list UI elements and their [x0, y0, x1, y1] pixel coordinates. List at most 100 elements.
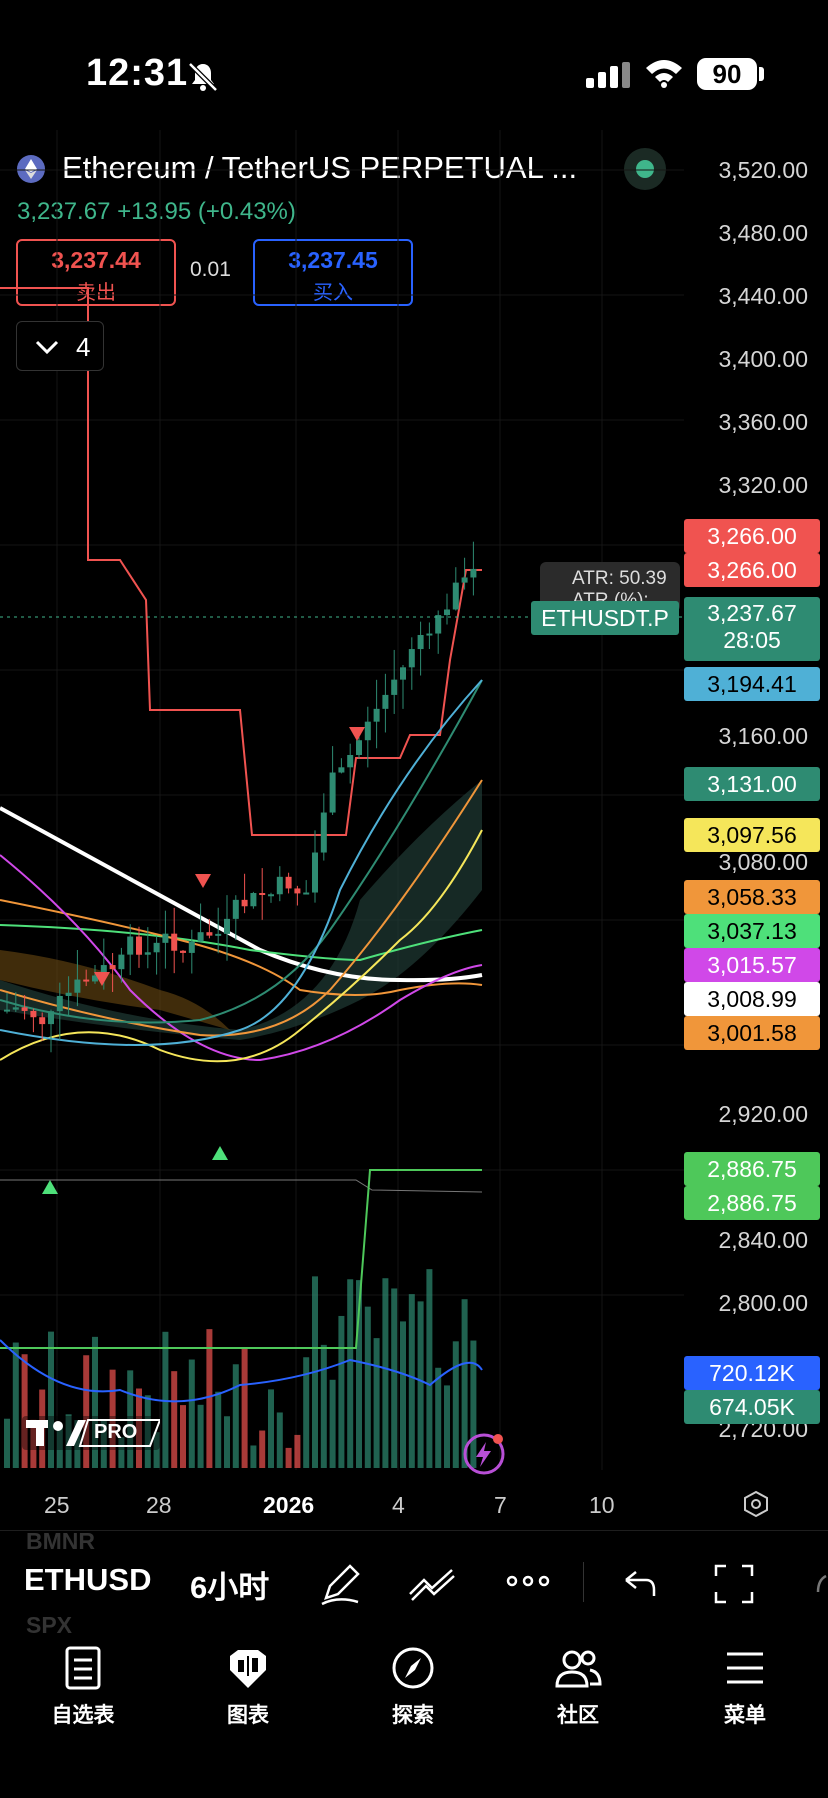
candle-body [224, 918, 230, 934]
symbol-button[interactable]: ETHUSD [24, 1562, 152, 1597]
nav-chart[interactable]: 图表 [193, 1646, 303, 1729]
candle-body [338, 767, 345, 773]
candle-body [215, 933, 222, 936]
volume-bar [400, 1321, 406, 1468]
candle-body [188, 941, 195, 953]
bell-muted-icon [188, 62, 218, 92]
candle-body [364, 721, 371, 741]
y-tick: 2,800.00 [718, 1290, 808, 1316]
price-label: 2,886.75 [684, 1152, 820, 1186]
ghost-symbol-above: BMNR [26, 1528, 95, 1554]
volume-bar [206, 1329, 213, 1468]
y-tick: 3,160.00 [718, 723, 808, 749]
fullscreen-icon[interactable] [714, 1564, 754, 1604]
price-label: 3,008.99 [684, 982, 820, 1016]
volume-bar [188, 1359, 195, 1468]
candle-body [426, 633, 433, 636]
candle-body [320, 812, 327, 853]
nav-menu[interactable]: 菜单 [690, 1646, 800, 1729]
community-icon [555, 1650, 602, 1688]
nav-label: 探索 [392, 1704, 434, 1727]
candle-body [250, 893, 257, 907]
volume-bar [74, 1420, 81, 1468]
symbol-price-tag: ETHUSDT.P [531, 601, 679, 635]
volume-bar [408, 1294, 415, 1468]
y-tick: 3,520.00 [718, 157, 808, 183]
market-status-indicator[interactable] [624, 148, 666, 190]
candle-body [232, 899, 239, 919]
candle-body [180, 950, 186, 953]
sell-signal-marker [195, 874, 211, 888]
candle-body [65, 992, 72, 996]
price-label: 2,886.75 [684, 1186, 820, 1220]
x-tick: 28 [146, 1492, 172, 1518]
price-label: 3,001.58 [684, 1016, 820, 1050]
candle-body [444, 609, 450, 616]
compass-icon [392, 1647, 434, 1689]
price-label: 3,131.00 [684, 767, 820, 801]
chart-icon [230, 1650, 266, 1688]
candle-body [373, 708, 380, 722]
volume-bar [373, 1338, 380, 1468]
nav-explore[interactable]: 探索 [358, 1646, 468, 1729]
candle-body [312, 852, 318, 893]
price-label: 674.05K [684, 1390, 820, 1424]
candle-body [417, 634, 424, 650]
toolbar-divider [583, 1562, 584, 1602]
watchlist-icon [65, 1646, 101, 1690]
redo-icon-partial[interactable] [812, 1572, 828, 1602]
volume-bar [338, 1315, 345, 1468]
volume-bar [12, 1342, 19, 1468]
indicators-icon[interactable] [408, 1566, 456, 1602]
pro-badge: PRO [94, 1421, 138, 1443]
volume-bar [144, 1395, 151, 1468]
volume-bar [285, 1447, 292, 1468]
candlestick-series [4, 541, 477, 1053]
current-price: 3,237.67 [707, 600, 797, 626]
more-options-icon[interactable] [506, 1574, 550, 1588]
undo-icon[interactable] [622, 1568, 656, 1598]
symbol-title[interactable]: Ethereum / TetherUS PERPETUAL ... [62, 150, 578, 185]
volume-bar [426, 1269, 433, 1468]
indicators-collapse-toggle[interactable]: 4 [16, 321, 104, 371]
candle-body [435, 615, 442, 634]
volume-bar [83, 1355, 90, 1468]
settings-hex-icon[interactable] [742, 1490, 770, 1518]
candle-body [118, 954, 125, 970]
nav-label: 社区 [557, 1704, 599, 1727]
lightning-icon[interactable] [462, 1432, 506, 1476]
volume-bar [303, 1357, 310, 1468]
volume-bar [100, 1419, 107, 1468]
volume-bar [276, 1412, 283, 1468]
candle-body [303, 892, 310, 895]
candle-body [470, 568, 477, 578]
candle-body [356, 740, 362, 755]
candle-body [12, 1007, 19, 1010]
volume-bar [364, 1306, 371, 1468]
candle-body [48, 1011, 54, 1025]
ethereum-logo-icon [17, 155, 45, 183]
interval-button[interactable]: 6小时 [190, 1570, 270, 1605]
volume-bar [391, 1288, 398, 1468]
price-change: +13.95 (+0.43%) [117, 198, 296, 225]
candle-body [259, 893, 266, 896]
last-price: 3,237.67 [17, 198, 111, 225]
buy-price: 3,237.45 [288, 247, 378, 273]
volume-bar [250, 1445, 257, 1468]
candle-body [136, 936, 142, 955]
nav-watchlist[interactable]: 自选表 [28, 1646, 138, 1729]
x-tick: 4 [392, 1492, 405, 1518]
volume-bar [356, 1280, 362, 1468]
nav-community[interactable]: 社区 [523, 1646, 633, 1729]
price-label: 3,097.56 [684, 818, 820, 852]
candle-body [294, 888, 301, 894]
candle-body [285, 876, 292, 889]
y-tick: 2,840.00 [718, 1227, 808, 1253]
wifi-icon [646, 60, 682, 88]
status-time: 12:31 [86, 52, 189, 94]
volume-bar [162, 1331, 169, 1468]
candle-body [197, 932, 204, 942]
drawing-pen-icon[interactable] [318, 1562, 362, 1606]
candle-body [206, 932, 213, 936]
price-summary: 3,237.67 +13.95 (+0.43%) [17, 198, 296, 226]
